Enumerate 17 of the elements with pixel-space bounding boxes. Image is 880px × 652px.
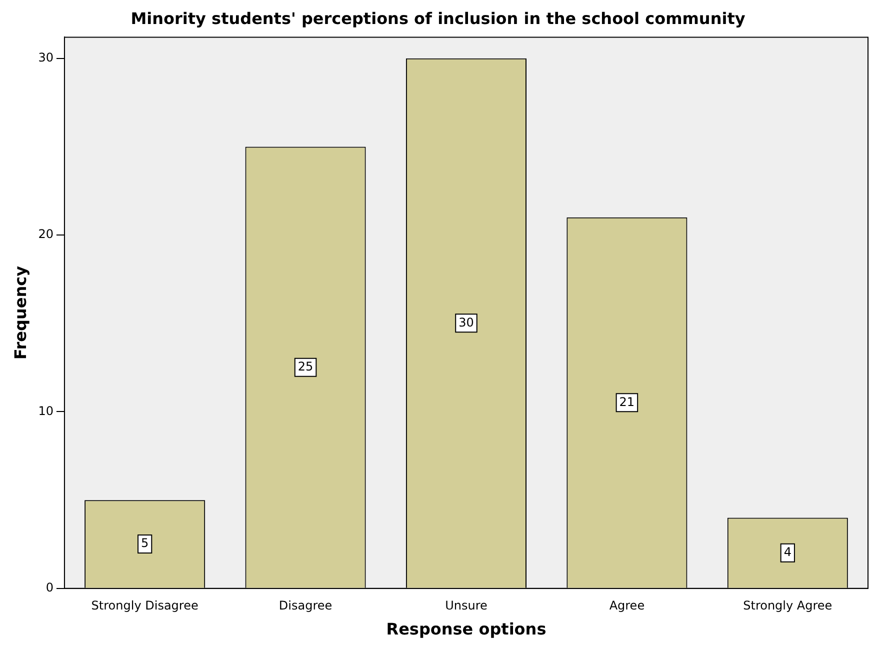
data-label: 25 [298,359,314,374]
data-label: 5 [141,536,149,550]
x-tick-label: Disagree [278,598,332,613]
y-tick-label: 20 [38,227,54,242]
x-axis-title: Response options [386,620,546,639]
y-tick-label: 10 [38,404,54,418]
y-axis-title: Frequency [10,265,30,360]
data-label: 4 [784,544,792,559]
chart-title: Minority students' perceptions of inclusion in the school community [130,8,746,28]
y-tick-label: 30 [38,50,54,65]
x-tick-label: Unsure [445,598,488,613]
x-tick-label: Agree [609,598,645,613]
x-tick-label: Strongly Disagree [91,598,198,613]
x-tick-label: Strongly Agree [743,598,832,613]
y-tick-label: 0 [46,580,54,595]
data-label: 30 [458,315,474,330]
data-label: 21 [619,394,635,409]
